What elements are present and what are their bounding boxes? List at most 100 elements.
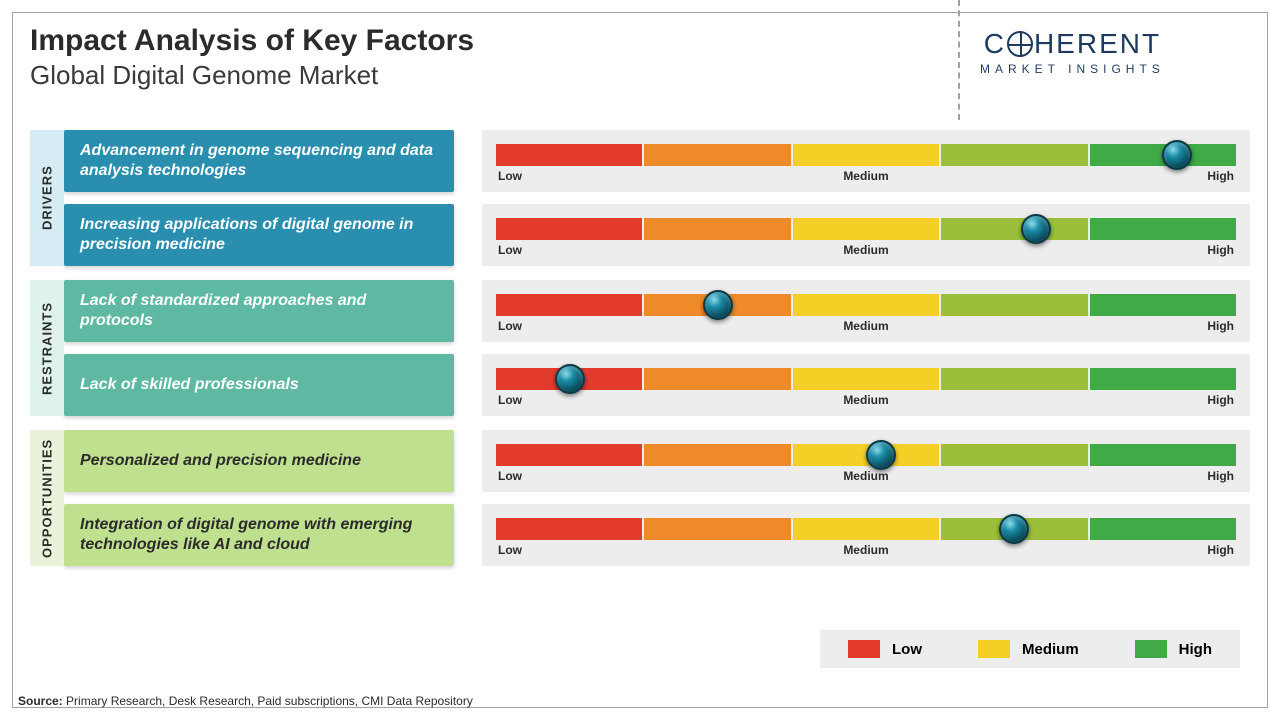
- legend-swatch: [1135, 640, 1167, 658]
- scale-label-high: High: [989, 319, 1234, 333]
- factor-label: Lack of standardized approaches and prot…: [64, 280, 454, 342]
- scale-label-low: Low: [498, 469, 743, 483]
- factor-label: Integration of digital genome with emerg…: [64, 504, 454, 566]
- scale-tick-labels: LowMediumHigh: [496, 393, 1236, 407]
- group-restraints: RESTRAINTSLack of standardized approache…: [30, 280, 1250, 416]
- scale-label-high: High: [989, 543, 1234, 557]
- impact-scale: LowMediumHigh: [482, 280, 1250, 342]
- group-drivers: DRIVERSAdvancement in genome sequencing …: [30, 130, 1250, 266]
- legend: Low Medium High: [820, 630, 1240, 668]
- scale-segment: [644, 444, 790, 466]
- impact-marker-icon: [1162, 140, 1192, 170]
- header-divider: [958, 0, 960, 120]
- scale-tick-labels: LowMediumHigh: [496, 469, 1236, 483]
- scale-label-medium: Medium: [743, 543, 988, 557]
- page-subtitle: Global Digital Genome Market: [30, 60, 474, 91]
- impact-marker-icon: [555, 364, 585, 394]
- scale-tick-labels: LowMediumHigh: [496, 169, 1236, 183]
- factor-label: Personalized and precision medicine: [64, 430, 454, 492]
- scale-label-low: Low: [498, 543, 743, 557]
- legend-label: Low: [892, 641, 922, 658]
- source-line: Source: Primary Research, Desk Research,…: [18, 694, 473, 708]
- legend-swatch: [978, 640, 1010, 658]
- scale-segment: [644, 144, 790, 166]
- group-body-drivers: Advancement in genome sequencing and dat…: [64, 130, 1250, 266]
- scale-label-high: High: [989, 243, 1234, 257]
- impact-scale: LowMediumHigh: [482, 130, 1250, 192]
- factor-row: Integration of digital genome with emerg…: [64, 504, 1250, 566]
- scale-segment: [793, 518, 939, 540]
- scale-segment: [793, 368, 939, 390]
- scale-label-medium: Medium: [743, 319, 988, 333]
- scale-segment: [793, 294, 939, 316]
- scale-tick-labels: LowMediumHigh: [496, 319, 1236, 333]
- factor-row: Personalized and precision medicine LowMe…: [64, 430, 1250, 492]
- scale-segment: [644, 218, 790, 240]
- impact-scale: LowMediumHigh: [482, 204, 1250, 266]
- legend-label: Medium: [1022, 641, 1079, 658]
- scale-segment: [496, 218, 642, 240]
- scale-segment: [941, 444, 1087, 466]
- scale-segment: [1090, 294, 1236, 316]
- logo-sub: MARKET INSIGHTS: [980, 62, 1165, 76]
- legend-swatch: [848, 640, 880, 658]
- legend-item: Medium: [978, 640, 1079, 658]
- factor-label: Advancement in genome sequencing and dat…: [64, 130, 454, 192]
- impact-scale: LowMediumHigh: [482, 504, 1250, 566]
- impact-scale: LowMediumHigh: [482, 354, 1250, 416]
- scale-bar: [496, 518, 1236, 540]
- scale-segment: [1090, 444, 1236, 466]
- impact-marker-icon: [866, 440, 896, 470]
- logo-pre: C: [984, 28, 1006, 59]
- scale-segment: [496, 518, 642, 540]
- scale-bar: [496, 444, 1236, 466]
- scale-label-medium: Medium: [743, 243, 988, 257]
- globe-icon: [1007, 31, 1033, 57]
- factor-row: Advancement in genome sequencing and dat…: [64, 130, 1250, 192]
- scale-bar: [496, 368, 1236, 390]
- impact-scale: LowMediumHigh: [482, 430, 1250, 492]
- scale-segment: [1090, 518, 1236, 540]
- source-text: Primary Research, Desk Research, Paid su…: [66, 694, 473, 708]
- scale-label-medium: Medium: [743, 393, 988, 407]
- scale-label-medium: Medium: [743, 469, 988, 483]
- scale-segment: [1090, 218, 1236, 240]
- scale-label-high: High: [989, 169, 1234, 183]
- group-label-drivers: DRIVERS: [30, 130, 64, 266]
- scale-bar: [496, 294, 1236, 316]
- scale-tick-labels: LowMediumHigh: [496, 543, 1236, 557]
- factor-label: Increasing applications of digital genom…: [64, 204, 454, 266]
- group-label-restraints: RESTRAINTS: [30, 280, 64, 416]
- scale-segment: [941, 368, 1087, 390]
- scale-segment: [496, 444, 642, 466]
- page-title: Impact Analysis of Key Factors: [30, 24, 474, 58]
- impact-marker-icon: [999, 514, 1029, 544]
- scale-segment: [644, 518, 790, 540]
- scale-label-medium: Medium: [743, 169, 988, 183]
- legend-item: Low: [848, 640, 922, 658]
- scale-segment: [941, 294, 1087, 316]
- logo-main: CHERENT: [980, 28, 1165, 60]
- scale-label-low: Low: [498, 169, 743, 183]
- scale-bar: [496, 218, 1236, 240]
- brand-logo: CHERENT MARKET INSIGHTS: [980, 28, 1165, 76]
- scale-segment: [496, 144, 642, 166]
- scale-bar: [496, 144, 1236, 166]
- scale-segment: [941, 144, 1087, 166]
- factor-row: Increasing applications of digital genom…: [64, 204, 1250, 266]
- scale-segment: [644, 368, 790, 390]
- scale-label-low: Low: [498, 393, 743, 407]
- group-body-opportunities: Personalized and precision medicineLowMe…: [64, 430, 1250, 566]
- scale-label-high: High: [989, 393, 1234, 407]
- scale-segment: [793, 218, 939, 240]
- group-body-restraints: Lack of standardized approaches and prot…: [64, 280, 1250, 416]
- group-label-opportunities: OPPORTUNITIES: [30, 430, 64, 566]
- scale-segment: [941, 218, 1087, 240]
- legend-label: High: [1179, 641, 1212, 658]
- scale-tick-labels: LowMediumHigh: [496, 243, 1236, 257]
- impact-marker-icon: [1021, 214, 1051, 244]
- header-block: Impact Analysis of Key Factors Global Di…: [30, 24, 474, 91]
- factor-label: Lack of skilled professionals: [64, 354, 454, 416]
- group-opportunities: OPPORTUNITIESPersonalized and precision …: [30, 430, 1250, 566]
- scale-label-high: High: [989, 469, 1234, 483]
